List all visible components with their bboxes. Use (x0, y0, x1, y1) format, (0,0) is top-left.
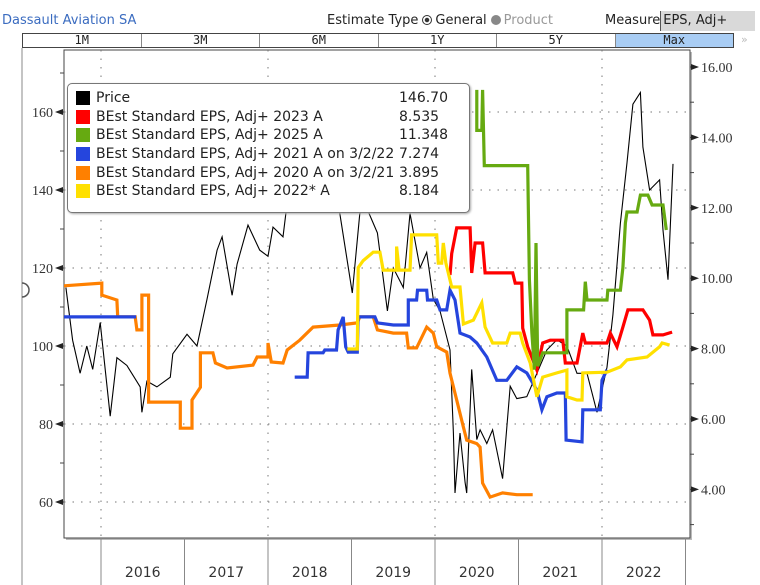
series-line-best-standard-eps-adj-2023-a (448, 226, 673, 376)
legend-item-eps-2020: BEst Standard EPS, Adj+ 2020 A on 3/2/21… (76, 163, 461, 182)
legend-item-price: Price 146.70 (76, 89, 461, 108)
legend-label: BEst Standard EPS, Adj+ 2023 A (96, 108, 323, 125)
tab-1m[interactable]: 1M (23, 34, 142, 47)
right-tick-label: 10.00 (701, 272, 733, 287)
right-tick-marker (691, 345, 699, 352)
series-line-best-standard-eps-adj-2025-a (475, 89, 668, 370)
left-tick-marker (55, 265, 63, 271)
radio-general-icon[interactable] (422, 15, 433, 25)
right-tick-label: 12.00 (701, 202, 733, 217)
right-tick-marker (691, 204, 699, 211)
radio-product-icon[interactable] (490, 15, 501, 25)
legend-item-eps-2022: BEst Standard EPS, Adj+ 2022* A 8.184 (76, 182, 461, 201)
measure-label: Measure (605, 13, 661, 28)
tab-6m[interactable]: 6M (260, 34, 379, 47)
legend-label: BEst Standard EPS, Adj+ 2020 A on 3/2/21 (96, 164, 395, 181)
legend-item-eps-2025: BEst Standard EPS, Adj+ 2025 A 11.348 (76, 126, 461, 145)
tab-1y[interactable]: 1Y (379, 34, 497, 47)
tab-max[interactable]: Max (615, 34, 733, 47)
more-tabs-icon[interactable]: » (741, 33, 748, 46)
legend-swatch (76, 147, 90, 162)
legend-label: BEst Standard EPS, Adj+ 2021 A on 3/2/22 (96, 146, 395, 163)
right-tick-label: 4.00 (701, 483, 726, 498)
radio-product-label[interactable]: Product (503, 13, 554, 28)
legend-value: 8.184 (399, 183, 440, 200)
x-tick-label: 2016 (125, 565, 161, 581)
right-tick-marker (691, 275, 699, 282)
legend-value: 11.348 (399, 127, 448, 144)
x-tick-label: 2021 (542, 565, 578, 581)
measure-control: Measure EPS, Adj+ (605, 11, 756, 31)
legend-label: BEst Standard EPS, Adj+ 2025 A (96, 127, 323, 144)
legend-swatch (76, 128, 90, 143)
legend-swatch (76, 184, 90, 199)
legend-item-eps-2023: BEst Standard EPS, Adj+ 2023 A 8.535 (76, 108, 461, 127)
left-tick-label: 140 (32, 184, 53, 199)
legend: Price 146.70 BEst Standard EPS, Adj+ 2023… (67, 83, 470, 213)
right-tick-marker (691, 134, 699, 141)
security-title[interactable]: Dassault Aviation SA (2, 13, 137, 28)
estimate-type-label: Estimate Type (327, 13, 419, 28)
right-tick-label: 16.00 (701, 61, 733, 76)
left-tick-label: 100 (32, 340, 53, 355)
left-tick-marker (55, 499, 63, 505)
tab-3m[interactable]: 3M (142, 34, 260, 47)
legend-value: 146.70 (399, 90, 448, 107)
right-tick-label: 6.00 (701, 413, 726, 428)
right-tick-label: 8.00 (701, 343, 726, 358)
range-tabs: 1M 3M 6M 1Y 5Y Max (22, 33, 734, 48)
x-tick-label: 2017 (208, 565, 244, 581)
legend-item-eps-2021: BEst Standard EPS, Adj+ 2021 A on 3/2/22… (76, 145, 461, 164)
left-tick-marker (55, 109, 63, 115)
series-line-price (65, 90, 674, 494)
legend-swatch (76, 109, 90, 124)
legend-swatch (76, 91, 90, 106)
right-tick-marker (691, 486, 699, 493)
axis-handle-icon (21, 282, 30, 298)
legend-label: Price (96, 90, 131, 107)
estimate-type-control: Estimate Type General Product (327, 11, 553, 31)
series-line-best-standard-eps-adj-2020-a-on-3-2-21 (64, 281, 533, 500)
x-tick-label: 2022 (626, 565, 662, 581)
legend-swatch (76, 165, 90, 180)
legend-value: 3.895 (399, 164, 440, 181)
measure-select[interactable]: EPS, Adj+ (660, 11, 756, 31)
left-tick-marker (55, 343, 63, 349)
left-tick-marker (55, 187, 63, 193)
right-tick-label: 14.00 (701, 131, 733, 146)
tab-5y[interactable]: 5Y (497, 34, 616, 47)
left-tick-label: 80 (39, 418, 53, 433)
left-tick-marker (55, 421, 63, 427)
series-line-best-standard-eps-adj-2021-a-on-3-2-22 (64, 285, 609, 444)
left-tick-label: 160 (32, 106, 53, 121)
legend-label: BEst Standard EPS, Adj+ 2022* A (96, 183, 330, 200)
legend-value: 7.274 (399, 146, 440, 163)
x-tick-label: 2018 (292, 565, 328, 581)
left-tick-label: 120 (32, 262, 53, 277)
left-tick-label: 60 (39, 496, 53, 511)
right-tick-marker (691, 416, 699, 422)
series-group (64, 89, 674, 500)
x-tick-label: 2020 (459, 565, 495, 581)
right-tick-marker (691, 64, 699, 70)
x-tick-label: 2019 (375, 565, 411, 581)
series-line-best-standard-eps-adj-2022-a (347, 233, 671, 402)
radio-general-label[interactable]: General (435, 13, 487, 28)
legend-value: 8.535 (399, 108, 440, 125)
